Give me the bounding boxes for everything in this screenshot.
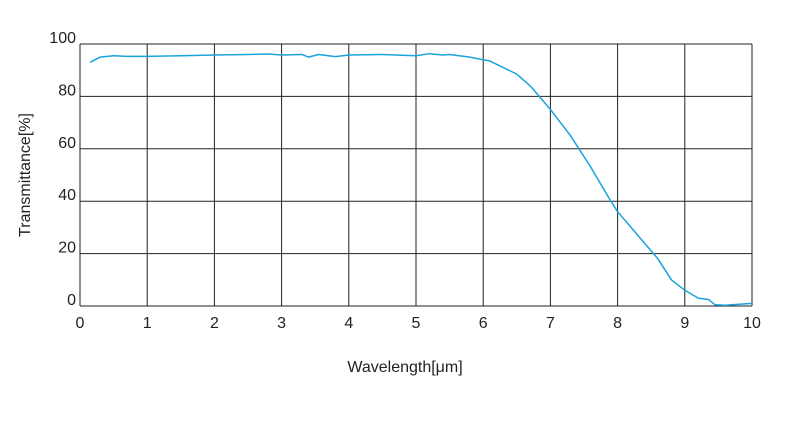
y-tick-label: 0: [67, 292, 76, 309]
y-tick-label: 40: [58, 187, 76, 204]
x-tick-label: 0: [76, 315, 85, 332]
x-tick-label: 4: [344, 315, 353, 332]
y-tick-label: 80: [58, 82, 76, 99]
x-tick-label: 6: [479, 315, 488, 332]
x-tick-label: 10: [743, 315, 761, 332]
x-tick-label: 7: [546, 315, 555, 332]
x-axis-label: Wavelength[μm]: [347, 359, 462, 376]
y-axis-label: Transmittance[%]: [17, 113, 34, 237]
x-tick-label: 3: [277, 315, 286, 332]
x-tick-label: 9: [680, 315, 689, 332]
data-line: [89, 52, 753, 306]
y-tick-label: 100: [49, 30, 76, 47]
x-tick-label: 1: [143, 315, 152, 332]
x-tick-label: 8: [613, 315, 622, 332]
y-tick-label: 60: [58, 135, 76, 152]
x-tick-label: 5: [412, 315, 421, 332]
y-tick-label: 20: [58, 240, 76, 257]
x-tick-label: 2: [210, 315, 219, 332]
